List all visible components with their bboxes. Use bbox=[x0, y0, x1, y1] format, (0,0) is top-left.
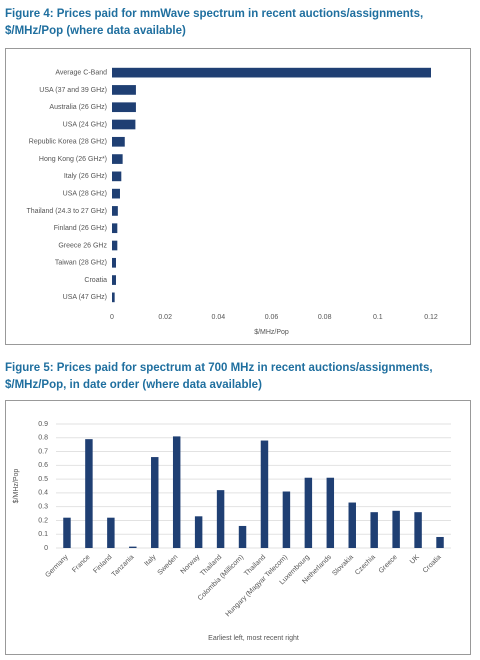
y-tick-label: 0.5 bbox=[38, 476, 48, 483]
bar bbox=[282, 491, 291, 548]
x-tick-label: 0.1 bbox=[373, 314, 383, 321]
y-tick-label: Greece 26 GHz bbox=[58, 242, 107, 249]
bar bbox=[107, 517, 115, 548]
bar bbox=[194, 516, 203, 548]
bar bbox=[63, 517, 71, 548]
bar bbox=[151, 457, 159, 548]
figure-title: Figure 5: Prices paid for spectrum at 70… bbox=[5, 362, 433, 391]
x-tick-label: 0.06 bbox=[265, 314, 279, 321]
bar bbox=[112, 171, 122, 182]
y-tick-label: Croatia bbox=[84, 277, 107, 284]
y-tick-label: 0.9 bbox=[38, 421, 48, 428]
bar bbox=[216, 490, 225, 548]
y-tick-label: 0.6 bbox=[38, 462, 48, 469]
x-tick-label: Tanzania bbox=[111, 554, 136, 579]
y-tick-label: 0.8 bbox=[38, 435, 48, 442]
y-tick-label: USA (24 GHz) bbox=[63, 121, 107, 128]
x-tick-label: Greece bbox=[378, 554, 399, 575]
x-tick-label: France bbox=[71, 554, 91, 574]
chart: 0 0.02 0.04 0.06 0.08 0.1 0.12 $/MHz/Pop Average… bbox=[5, 48, 471, 345]
bar bbox=[112, 85, 136, 95]
x-tick-label: 0.12 bbox=[424, 314, 438, 321]
x-tick-label: 0.08 bbox=[318, 314, 332, 321]
x-tick-label: Sweden bbox=[157, 554, 180, 577]
y-tick-label: USA (28 GHz) bbox=[63, 190, 107, 197]
x-tick-label: Colombia (Millicom) bbox=[197, 554, 245, 602]
bar bbox=[112, 257, 116, 268]
bar bbox=[326, 477, 335, 548]
bar bbox=[112, 119, 136, 130]
y-tick-label: Australia (26 GHz) bbox=[49, 104, 107, 111]
bar bbox=[238, 525, 247, 548]
chart: 0 0.1 0.2 0.3 0.4 0.5 0.6 0.7 0.8 0.9 $/MHz/Pop Ear… bbox=[5, 400, 471, 655]
bar bbox=[112, 188, 120, 199]
bar bbox=[112, 275, 116, 285]
y-tick-label: 0.2 bbox=[38, 517, 48, 524]
bar bbox=[85, 439, 93, 548]
x-tick-label: Finland bbox=[92, 554, 113, 575]
x-tick-label: Italy bbox=[143, 553, 157, 567]
y-tick-label: USA (47 GHz) bbox=[63, 294, 107, 301]
bar bbox=[370, 512, 378, 548]
bar bbox=[348, 502, 356, 548]
y-tick-label: 0.4 bbox=[38, 490, 48, 497]
x-axis-label: Earliest left, most recent right bbox=[208, 635, 299, 642]
bar bbox=[112, 154, 123, 164]
bar bbox=[172, 436, 181, 548]
bar bbox=[112, 67, 431, 78]
y-tick-label: 0.1 bbox=[38, 531, 48, 538]
bar bbox=[112, 136, 125, 147]
bar bbox=[112, 206, 118, 216]
y-tick-label: Taiwan (28 GHz) bbox=[55, 260, 107, 267]
y-tick-label: USA (37 and 39 GHz) bbox=[39, 87, 107, 94]
y-tick-label: 0.3 bbox=[38, 504, 48, 511]
bar bbox=[304, 477, 313, 548]
y-tick-label: Hong Kong (26 GHz*) bbox=[39, 156, 107, 163]
x-tick-label: 0 bbox=[110, 314, 114, 321]
bar bbox=[112, 223, 118, 234]
y-tick-label: 0.7 bbox=[38, 448, 48, 455]
figure-title: Figure 4: Prices paid for mmWave spectru… bbox=[5, 8, 424, 37]
y-tick-label: Average C-Band bbox=[55, 69, 107, 76]
x-tick-label: Slovakia bbox=[331, 554, 355, 578]
x-tick-label: Croatia bbox=[422, 554, 443, 575]
y-tick-label: Thailand (24.3 to 27 GHz) bbox=[26, 208, 107, 215]
bar bbox=[112, 292, 115, 303]
x-tick-label: UK bbox=[409, 554, 421, 566]
y-tick-label: 0 bbox=[44, 545, 48, 552]
bar bbox=[112, 240, 118, 251]
bar bbox=[392, 510, 400, 548]
x-tick-label: Czechia bbox=[354, 554, 377, 577]
x-tick-label: 0.04 bbox=[212, 314, 226, 321]
x-tick-label: Germany bbox=[44, 553, 70, 579]
x-axis-label: $/MHz/Pop bbox=[254, 329, 289, 336]
y-tick-label: Italy (26 GHz) bbox=[64, 173, 107, 180]
x-tick-label: Norway bbox=[180, 553, 202, 575]
bar bbox=[112, 102, 136, 113]
y-tick-label: Finland (26 GHz) bbox=[54, 225, 107, 232]
y-axis-label: $/MHz/Pop bbox=[13, 469, 20, 504]
bar bbox=[414, 512, 422, 548]
bar bbox=[260, 440, 269, 548]
y-tick-label: Republic Korea (28 GHz) bbox=[29, 139, 107, 146]
bar bbox=[436, 536, 444, 548]
bar bbox=[129, 546, 137, 548]
x-tick-label: 0.02 bbox=[158, 314, 172, 321]
